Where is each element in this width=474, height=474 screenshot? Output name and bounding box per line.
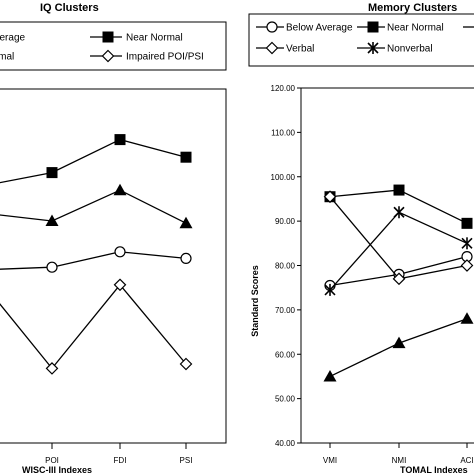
memory-x-tick-label-vmi: VMI (323, 456, 337, 465)
iq-point-normal-poi (45, 214, 59, 226)
memory-point-nonverbal-aci (461, 237, 473, 250)
iq-legend-marker-near-normal-shape (102, 31, 114, 43)
iq-point-impaired-poi-psi-psi (179, 357, 193, 371)
memory-y-tick-label-90-00: 90.00 (275, 217, 296, 226)
iq-point-normal-poi-shape (45, 214, 59, 226)
memory-point-verbal-aci-shape (460, 259, 474, 272)
memory-point-series-5-nmi (392, 336, 406, 349)
memory-point-nonverbal-nmi (393, 206, 405, 219)
iq-x-tick-label-fdi: FDI (114, 456, 127, 465)
iq-series-line-near-normal (0, 138, 187, 184)
iq-legend-marker-impaired-poi-psi (101, 49, 115, 63)
iq-legend-label-normal: Normal (0, 52, 14, 63)
memory-chart-title: Memory Clusters (368, 2, 457, 14)
iq-legend-box (0, 21, 227, 71)
iq-point-impaired-poi-psi-psi-shape (179, 357, 193, 371)
iq-x-axis-title: WISC-III Indexes (22, 465, 92, 474)
memory-point-series-5-aci (460, 312, 474, 324)
memory-y-tick-label-120-00: 120.00 (271, 84, 296, 93)
iq-point-normal-psi-shape (179, 216, 193, 229)
memory-chart-marks: 40.00 50.00 60.00 70.00 80.00 90.00 100.00 110.… (256, 21, 474, 465)
iq-point-impaired-poi-psi-poi-shape (45, 362, 59, 375)
memory-legend-marker-verbal-shape (265, 41, 279, 55)
memory-y-axis-title: Standard Scores (250, 265, 260, 337)
memory-point-verbal-aci (460, 259, 474, 272)
memory-point-verbal-nmi (392, 272, 406, 286)
iq-legend-label-average: Average (0, 33, 26, 44)
memory-point-series-5-vmi-shape (323, 369, 337, 382)
memory-x-tick-label-nmi: NMI (392, 456, 407, 465)
iq-legend-marker-impaired-poi-psi-shape (101, 49, 115, 63)
memory-legend-marker-below-average (266, 21, 278, 33)
iq-point-normal-fdi (113, 183, 127, 196)
iq-point-near-normal-fdi (114, 134, 126, 146)
memory-point-near-normal-aci (461, 217, 473, 229)
memory-y-tick-label-70-00: 70.00 (275, 306, 296, 315)
memory-point-near-normal-nmi-shape (393, 184, 405, 196)
memory-legend-marker-below-average-shape (266, 21, 278, 33)
iq-x-tick-label-psi: PSI (180, 456, 193, 465)
memory-point-nonverbal-vmi (324, 283, 336, 296)
iq-point-average-psi (180, 252, 192, 264)
memory-legend-marker-verbal (265, 41, 279, 55)
iq-chart-title: IQ Clusters (40, 2, 99, 14)
memory-point-series-5-nmi-shape (392, 336, 406, 349)
iq-series-line-impaired-poi-psi (0, 283, 187, 370)
memory-legend-marker-near-normal-shape (367, 21, 379, 33)
memory-y-tick-label-40-00: 40.00 (275, 439, 296, 448)
iq-point-impaired-poi-psi-poi (45, 362, 59, 375)
memory-legend-label-nonverbal: Nonverbal (387, 44, 433, 55)
iq-point-average-poi (46, 261, 58, 273)
iq-point-near-normal-psi (180, 151, 192, 163)
memory-legend-label-below-average: Below Average (286, 23, 353, 34)
memory-legend-marker-near-normal (367, 21, 379, 33)
iq-legend-marker-near-normal (102, 31, 114, 43)
iq-point-near-normal-poi-shape (46, 167, 58, 179)
memory-x-tick-label-aci: ACI (460, 456, 473, 465)
iq-x-tick-label-poi: POI (45, 456, 59, 465)
memory-point-verbal-vmi-shape (323, 190, 337, 204)
memory-y-tick-label-60-00: 60.00 (275, 350, 296, 359)
iq-point-impaired-poi-psi-fdi (113, 278, 127, 292)
memory-point-series-5-aci-shape (460, 312, 474, 324)
memory-legend-label-verbal: Verbal (286, 44, 314, 55)
iq-legend-label-impaired-poi-psi: Impaired POI/PSI (126, 52, 204, 63)
iq-point-near-normal-psi-shape (180, 151, 192, 163)
iq-point-average-fdi (114, 246, 126, 258)
memory-x-axis-title: TOMAL Indexes (400, 465, 468, 474)
memory-legend-box (248, 13, 474, 67)
memory-y-tick-label-80-00: 80.00 (275, 262, 296, 271)
memory-point-series-5-vmi (323, 369, 337, 382)
memory-point-near-normal-aci-shape (461, 217, 473, 229)
memory-point-near-normal-nmi (393, 184, 405, 196)
iq-series-line-average (0, 251, 187, 270)
iq-legend-label-near-normal: Near Normal (126, 33, 183, 44)
iq-point-average-psi-shape (180, 252, 192, 264)
memory-point-verbal-nmi-shape (392, 272, 406, 286)
iq-chart-marks: POI FDI PSI Average Near Normal Normal Impaire… (0, 31, 204, 465)
memory-y-tick-label-50-00: 50.00 (275, 395, 296, 404)
iq-point-normal-psi (179, 216, 193, 229)
memory-y-tick-label-100-00: 100.00 (271, 173, 296, 182)
memory-point-verbal-vmi (323, 190, 337, 204)
iq-point-normal-fdi-shape (113, 183, 127, 196)
memory-legend-label-near-normal: Near Normal (387, 23, 444, 34)
memory-legend-marker-nonverbal (367, 42, 379, 54)
memory-y-tick-label-110-00: 110.00 (271, 128, 295, 137)
iq-series-line-normal (0, 189, 187, 224)
iq-point-near-normal-fdi-shape (114, 134, 126, 146)
iq-plot-frame (0, 88, 227, 444)
iq-point-average-poi-shape (46, 261, 58, 273)
iq-point-impaired-poi-psi-fdi-shape (113, 278, 127, 292)
iq-point-near-normal-poi (46, 167, 58, 179)
iq-point-average-fdi-shape (114, 246, 126, 258)
